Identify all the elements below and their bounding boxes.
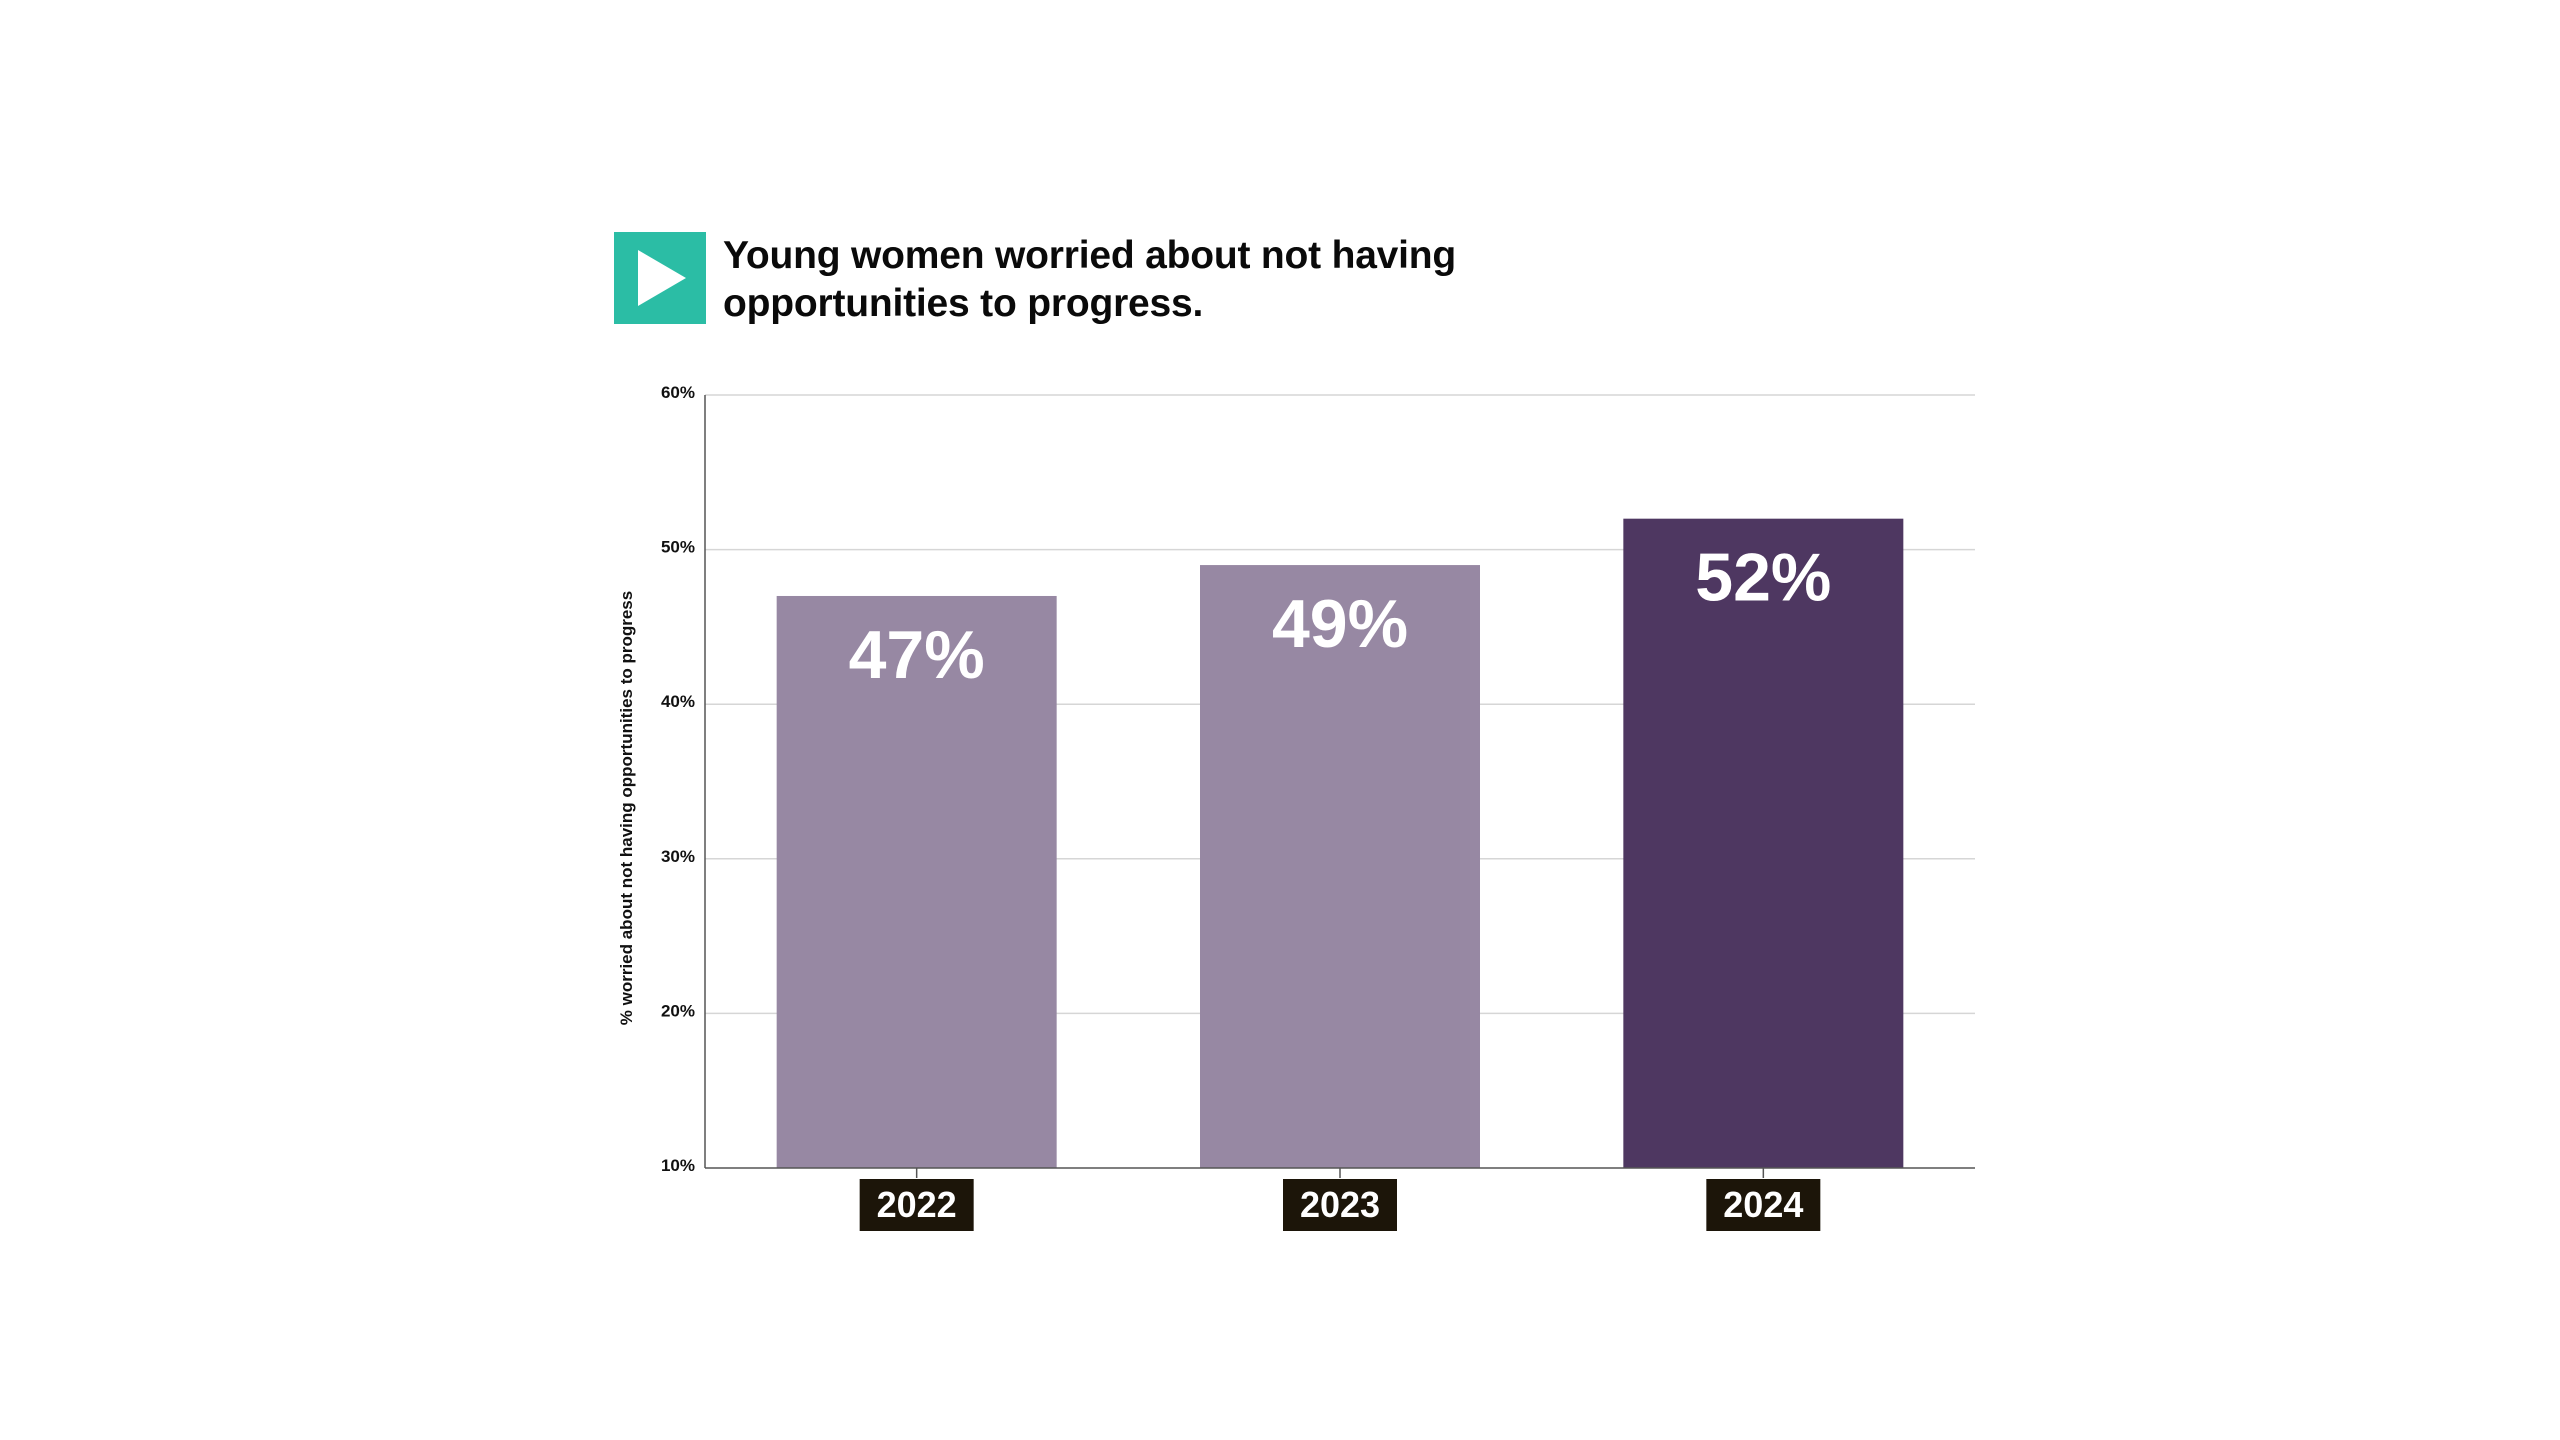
y-tick-label: 20% <box>661 1001 695 1020</box>
data-label: 49% <box>1272 586 1408 662</box>
x-category-label: 2022 <box>877 1184 957 1225</box>
y-tick-label: 60% <box>661 383 695 402</box>
bar-2023 <box>1200 565 1480 1168</box>
x-category-labels: 2022 2023 2024 <box>859 1179 1821 1231</box>
y-tick-labels: 10% 20% 30% 40% 50% 60% <box>661 383 695 1175</box>
chart-title: Young women worried about not having opp… <box>723 234 1457 325</box>
x-category-label: 2024 <box>1723 1184 1803 1225</box>
y-tick-label: 50% <box>661 538 695 557</box>
axes <box>704 395 1975 1178</box>
bar-2024 <box>1623 518 1904 1168</box>
title-block: Young women worried about not having opp… <box>614 232 1623 325</box>
data-label: 47% <box>849 617 985 693</box>
y-tick-label: 30% <box>661 847 695 866</box>
y-tick-label: 10% <box>661 1156 695 1175</box>
data-label: 52% <box>1695 540 1831 616</box>
x-category-label-box <box>1706 1179 1821 1231</box>
x-category-label-box <box>859 1179 974 1231</box>
play-icon <box>614 232 706 324</box>
x-category-label-box <box>1283 1179 1397 1231</box>
x-category-label: 2023 <box>1300 1184 1380 1225</box>
bars <box>776 518 1904 1168</box>
y-axis-title: % worried about not having opportunities… <box>617 591 636 1025</box>
bar-2022 <box>776 595 1057 1168</box>
y-tick-label: 40% <box>661 692 695 711</box>
data-labels: 47% 49% 52% <box>849 540 1832 693</box>
